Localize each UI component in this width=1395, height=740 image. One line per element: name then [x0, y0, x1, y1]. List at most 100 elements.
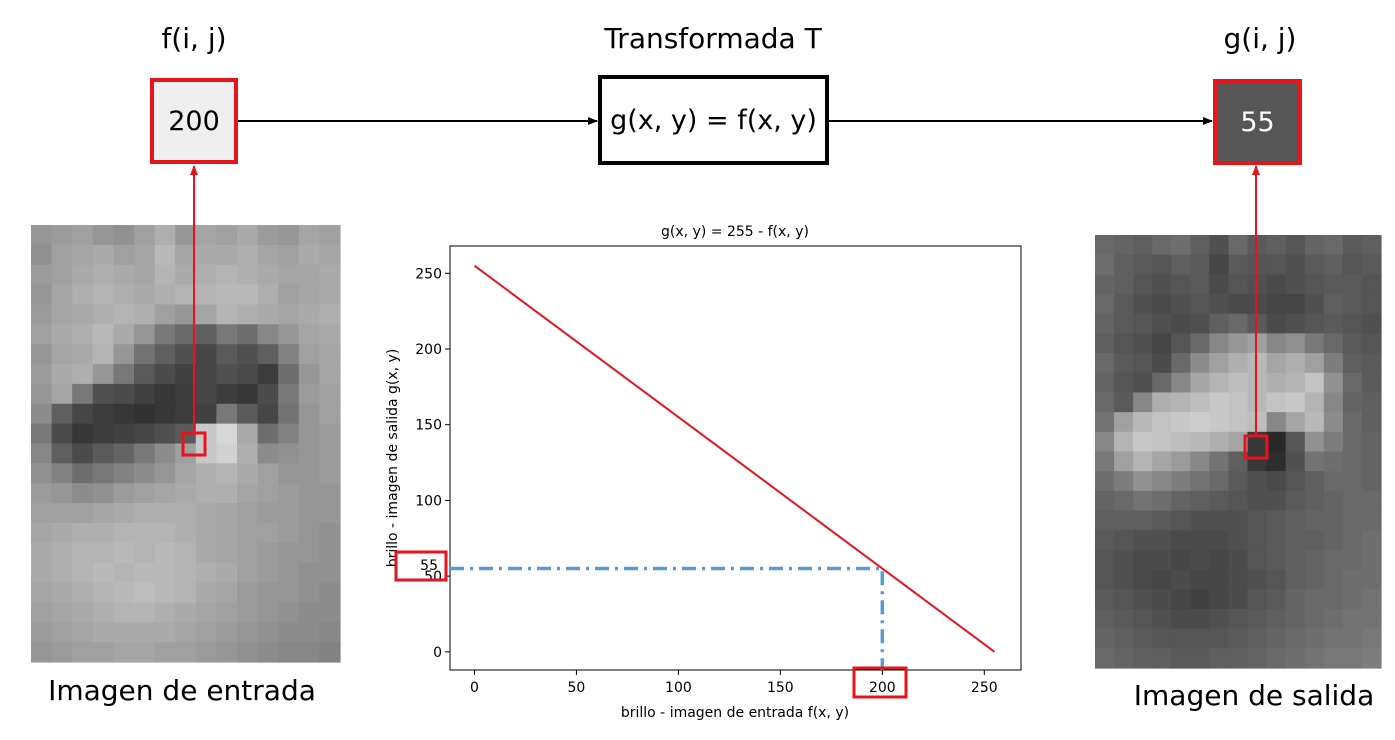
image-pixel [1228, 490, 1249, 512]
image-pixel [1209, 235, 1230, 256]
image-pixel [278, 284, 300, 306]
image-pixel [319, 423, 341, 445]
image-pixel [195, 225, 217, 246]
image-pixel [31, 562, 53, 584]
image-pixel [51, 264, 73, 286]
image-pixel [31, 423, 53, 445]
image-pixel [1190, 589, 1210, 610]
image-pixel [1171, 648, 1191, 669]
image-pixel [216, 383, 238, 405]
image-pixel [278, 503, 300, 524]
image-pixel [1361, 490, 1382, 512]
image-pixel [237, 423, 259, 445]
image-pixel [278, 383, 300, 405]
image-pixel [1266, 412, 1287, 433]
image-pixel [1361, 235, 1382, 256]
image-pixel [92, 562, 114, 584]
chart-y-tick-label-highlight: 55 [420, 558, 438, 574]
image-pixel [51, 225, 73, 246]
image-pixel [31, 602, 53, 623]
image-pixel [113, 304, 135, 325]
image-pixel [113, 622, 135, 643]
image-pixel [1152, 274, 1172, 295]
image-pixel [216, 582, 238, 604]
image-pixel [1095, 589, 1115, 610]
image-pixel [31, 344, 53, 365]
image-pixel [1133, 431, 1153, 453]
image-pixel [1209, 333, 1230, 354]
image-pixel [1114, 313, 1134, 335]
image-pixel [1285, 294, 1306, 315]
image-pixel [298, 244, 320, 266]
image-pixel [278, 542, 300, 564]
image-pixel [1095, 608, 1115, 630]
image-pixel [113, 324, 135, 345]
image-pixel [319, 383, 341, 405]
image-pixel [1209, 451, 1230, 472]
image-pixel [31, 582, 53, 604]
image-pixel [1190, 333, 1210, 354]
output-pixel-value-box: 55 [1213, 79, 1302, 165]
image-pixel [319, 304, 341, 325]
image-pixel [1095, 372, 1115, 394]
image-pixel [1152, 294, 1172, 315]
image-pixel [1285, 254, 1306, 275]
image-pixel [1095, 549, 1115, 571]
image-pixel [1266, 589, 1287, 610]
image-pixel [195, 403, 217, 425]
x-tick-label: 250 [971, 680, 998, 696]
image-pixel [154, 264, 176, 286]
image-pixel [216, 403, 238, 425]
image-pixel [51, 423, 73, 445]
image-pixel [113, 284, 135, 306]
image-pixel [72, 443, 94, 464]
image-pixel [278, 304, 300, 325]
image-pixel [134, 324, 156, 345]
image-pixel [1361, 569, 1382, 590]
image-pixel [1209, 549, 1230, 571]
image-pixel [1304, 254, 1325, 275]
image-pixel [154, 503, 176, 524]
image-pixel [1266, 431, 1287, 453]
image-pixel [1152, 648, 1172, 669]
image-pixel [1114, 510, 1134, 531]
image-pixel [319, 403, 341, 425]
image-pixel [1095, 471, 1115, 492]
image-pixel [1171, 333, 1191, 354]
image-pixel [51, 244, 73, 266]
image-pixel [51, 284, 73, 306]
image-pixel [1133, 648, 1153, 669]
image-pixel [195, 562, 217, 584]
image-pixel [1247, 392, 1268, 413]
image-pixel [257, 284, 279, 306]
image-pixel [1152, 254, 1172, 275]
image-pixel [257, 562, 279, 584]
image-pixel [257, 443, 279, 464]
image-pixel [298, 225, 320, 246]
x-tick-label: 50 [568, 680, 586, 696]
image-pixel [92, 463, 114, 484]
image-pixel [1285, 510, 1306, 531]
image-pixel [1095, 235, 1115, 256]
image-pixel [237, 642, 259, 663]
image-pixel [31, 403, 53, 425]
image-pixel [1361, 372, 1382, 394]
image-pixel [175, 264, 197, 286]
image-pixel [175, 463, 197, 484]
image-pixel [1209, 608, 1230, 630]
image-pixel [113, 403, 135, 425]
image-pixel [1095, 490, 1115, 512]
image-pixel [51, 483, 73, 504]
image-pixel [134, 483, 156, 504]
image-pixel [1190, 412, 1210, 433]
image-pixel [216, 542, 238, 564]
image-pixel [72, 304, 94, 325]
image-pixel [1342, 510, 1363, 531]
image-pixel [154, 364, 176, 385]
image-pixel [257, 503, 279, 524]
image-pixel [237, 483, 259, 504]
image-pixel [1266, 628, 1287, 649]
image-pixel [1114, 431, 1134, 453]
image-pixel [1133, 372, 1153, 394]
